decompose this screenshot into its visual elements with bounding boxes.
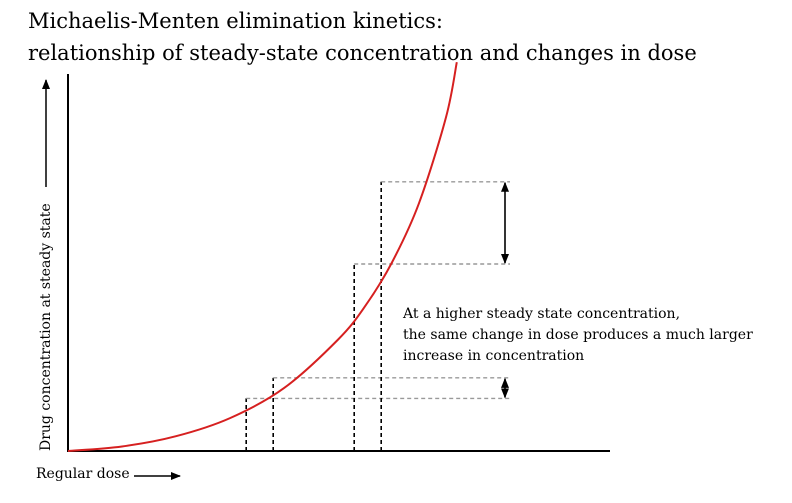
annotation-line-3: increase in concentration xyxy=(403,348,584,364)
chart-subtitle: relationship of steady-state concentrati… xyxy=(28,41,697,65)
annotation-text: At a higher steady state concentration, … xyxy=(402,306,757,364)
annotation-line-2: the same change in dose produces a much … xyxy=(403,327,753,343)
chart-title: Michaelis-Menten elimination kinetics: xyxy=(28,9,443,33)
annotation-line-1: At a higher steady state concentration, xyxy=(402,306,680,322)
x-axis-label: Regular dose xyxy=(36,466,130,482)
concentration-curve xyxy=(67,62,458,452)
y-axis-label: Drug concentration at steady state xyxy=(38,203,54,451)
